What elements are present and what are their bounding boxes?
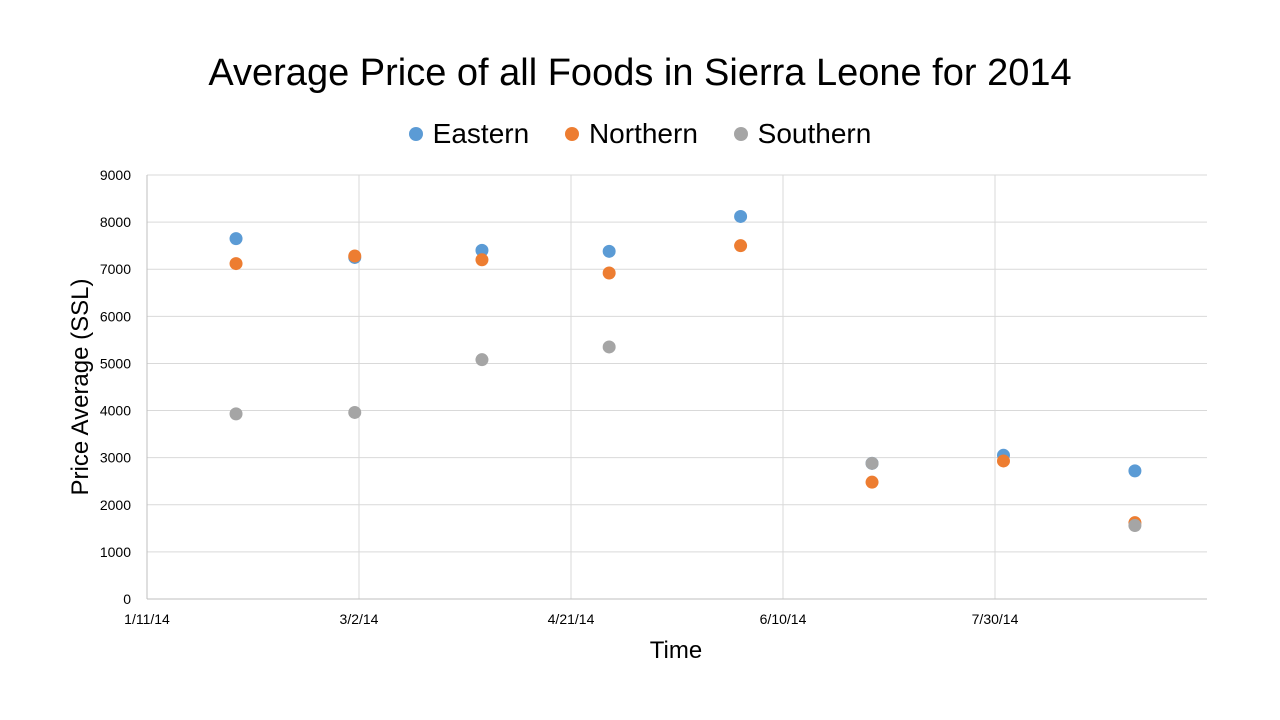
data-points [229,209,1142,533]
point-northern [475,253,489,267]
point-southern [1128,519,1142,533]
x-tick-label: 6/10/14 [760,611,807,627]
x-tick-label: 4/21/14 [548,611,595,627]
point-northern [348,249,362,263]
y-tick-label: 1000 [100,544,131,560]
y-tick-label: 0 [123,591,131,607]
point-eastern [229,232,243,246]
point-eastern [602,244,616,258]
grid-lines [147,174,1207,599]
point-eastern [1128,464,1142,478]
y-axis-label: Price Average (SSL) [67,279,94,496]
point-southern [475,353,489,367]
y-tick-label: 9000 [100,167,131,183]
point-northern [229,257,243,271]
x-axis-label: Time [650,637,702,664]
legend-marker-eastern [408,127,423,141]
tick-labels: 0 1000 2000 3000 4000 5000 6000 7000 8000 9000 1/1… [100,167,1019,627]
chart-title: Average Price of all Foods in Sierra Leo… [208,52,1072,94]
chart-legend: Eastern Northern Southern [0,116,1280,150]
y-tick-label: 4000 [100,403,131,419]
legend-label-northern: Northern [588,118,698,149]
point-southern [865,456,879,470]
legend-marker-southern [733,127,748,141]
y-tick-label: 5000 [100,355,131,371]
x-tick-label: 7/30/14 [972,611,1019,627]
x-tick-label: 1/11/14 [124,611,170,627]
y-tick-label: 7000 [100,261,131,277]
axes [146,175,1207,600]
point-northern [734,239,748,253]
point-northern [602,266,616,280]
point-southern [348,405,362,419]
y-tick-label: 3000 [100,450,131,466]
point-southern [229,407,243,421]
point-eastern [734,209,748,223]
x-tick-label: 3/2/14 [340,611,379,627]
legend-item-eastern: Eastern [408,118,530,150]
legend-item-southern: Southern [733,118,872,150]
legend-label-southern: Southern [757,118,872,149]
point-southern [602,340,616,354]
legend-label-eastern: Eastern [432,118,530,149]
y-tick-label: 6000 [100,308,131,324]
y-tick-label: 2000 [100,497,131,513]
point-eastern [475,243,489,257]
legend-marker-northern [564,127,579,141]
point-northern [996,454,1010,468]
point-northern [865,475,879,489]
legend-item-northern: Northern [564,118,698,150]
y-tick-label: 8000 [100,214,131,230]
